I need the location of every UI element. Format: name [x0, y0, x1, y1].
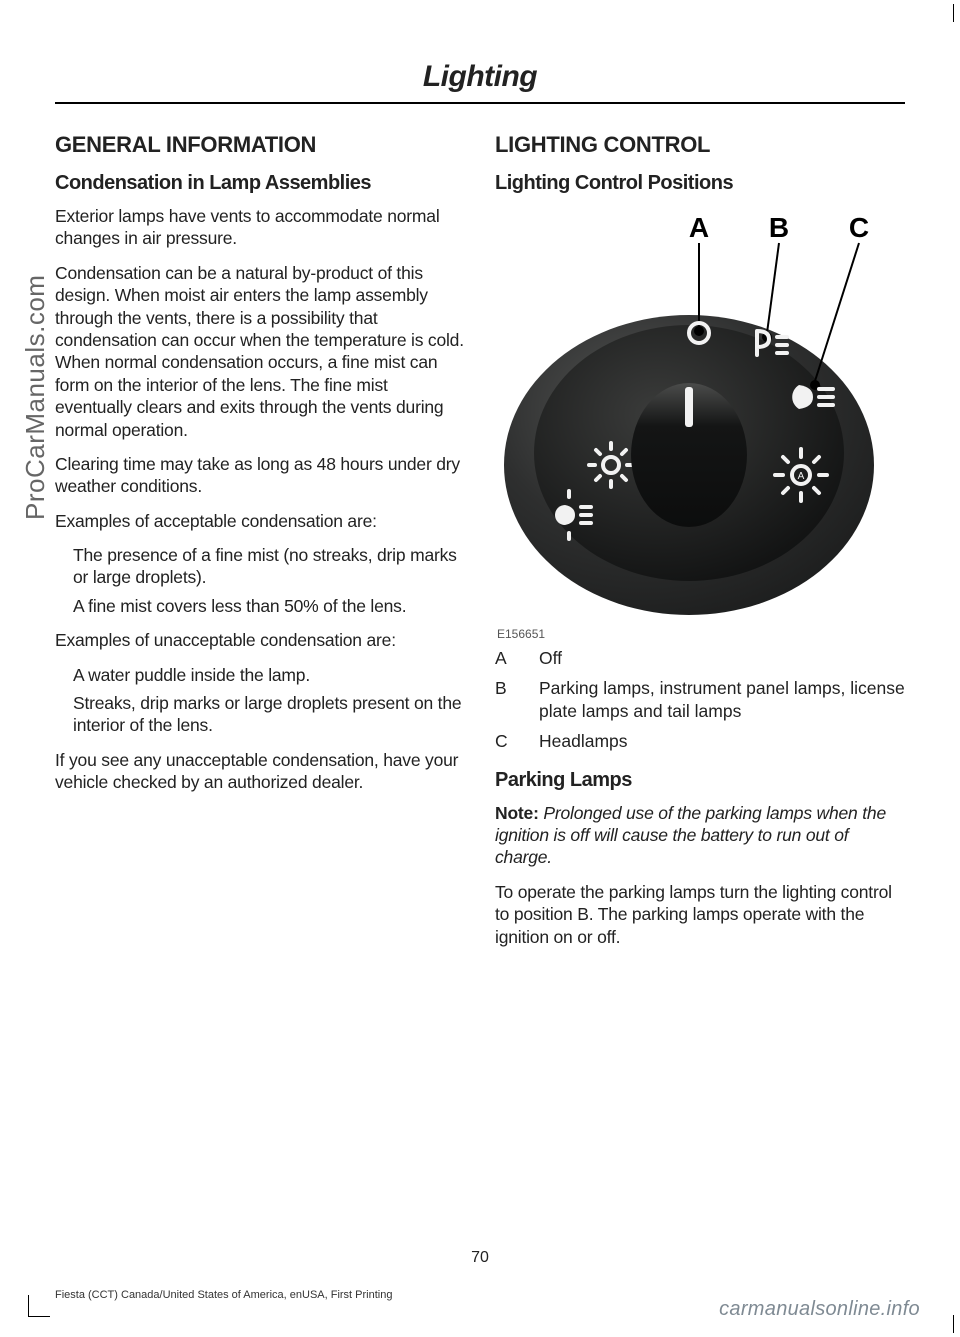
- crop-mark: [28, 1295, 50, 1317]
- crop-mark: [953, 4, 954, 22]
- two-column-layout: GENERAL INFORMATION Condensation in Lamp…: [55, 132, 905, 960]
- legend-row: B Parking lamps, instrument panel lamps,…: [495, 677, 905, 722]
- page-number: 70: [0, 1249, 960, 1267]
- subsection-heading: Lighting Control Positions: [495, 172, 905, 195]
- legend-value: Parking lamps, instrument panel lamps, l…: [539, 677, 905, 722]
- lighting-control-figure: A B C: [489, 205, 905, 641]
- callout-a: A: [689, 212, 709, 243]
- legend-row: A Off: [495, 647, 905, 669]
- body-paragraph: Clearing time may take as long as 48 hou…: [55, 453, 465, 498]
- right-column: LIGHTING CONTROL Lighting Control Positi…: [495, 132, 905, 960]
- watermark-right: carmanualsonline.info: [719, 1298, 920, 1321]
- lighting-dial-icon: A B C: [489, 205, 899, 625]
- legend-key: C: [495, 730, 513, 752]
- watermark-left: ProCarManuals.com: [20, 275, 51, 520]
- body-paragraph: To operate the parking lamps turn the li…: [495, 881, 905, 948]
- subsection-heading: Condensation in Lamp Assemblies: [55, 172, 465, 195]
- legend-key: A: [495, 647, 513, 669]
- note-body: Prolonged use of the parking lamps when …: [495, 803, 886, 868]
- bullet-list: The presence of a fine mist (no streaks,…: [55, 544, 465, 617]
- callout-b: B: [769, 212, 789, 243]
- left-column: GENERAL INFORMATION Condensation in Lamp…: [55, 132, 465, 960]
- section-heading: LIGHTING CONTROL: [495, 132, 905, 158]
- legend-value: Off: [539, 647, 905, 669]
- bullet-list: A water puddle inside the lamp. Streaks,…: [55, 664, 465, 737]
- list-item: Streaks, drip marks or large droplets pr…: [73, 692, 465, 737]
- legend-row: C Headlamps: [495, 730, 905, 752]
- callout-c: C: [849, 212, 869, 243]
- note-paragraph: Note: Prolonged use of the parking lamps…: [495, 802, 905, 869]
- body-paragraph: Examples of acceptable condensation are:: [55, 510, 465, 532]
- legend-value: Headlamps: [539, 730, 905, 752]
- list-item: The presence of a fine mist (no streaks,…: [73, 544, 465, 589]
- crop-mark: [953, 1315, 954, 1333]
- body-paragraph: Exterior lamps have vents to accommodate…: [55, 205, 465, 250]
- list-item: A fine mist covers less than 50% of the …: [73, 595, 465, 617]
- list-item: A water puddle inside the lamp.: [73, 664, 465, 686]
- divider: [55, 102, 905, 104]
- body-paragraph: Examples of unacceptable condensation ar…: [55, 629, 465, 651]
- body-paragraph: If you see any unacceptable condensation…: [55, 749, 465, 794]
- subsection-heading: Parking Lamps: [495, 769, 905, 792]
- svg-text:A: A: [798, 471, 805, 482]
- figure-caption: E156651: [497, 627, 905, 641]
- body-paragraph: Condensation can be a natural by-product…: [55, 262, 465, 441]
- manual-page: Lighting GENERAL INFORMATION Condensatio…: [0, 0, 960, 1337]
- note-label: Note:: [495, 803, 539, 823]
- section-heading: GENERAL INFORMATION: [55, 132, 465, 158]
- chapter-title: Lighting: [55, 60, 905, 94]
- legend-key: B: [495, 677, 513, 722]
- footer-text: Fiesta (CCT) Canada/United States of Ame…: [55, 1289, 392, 1301]
